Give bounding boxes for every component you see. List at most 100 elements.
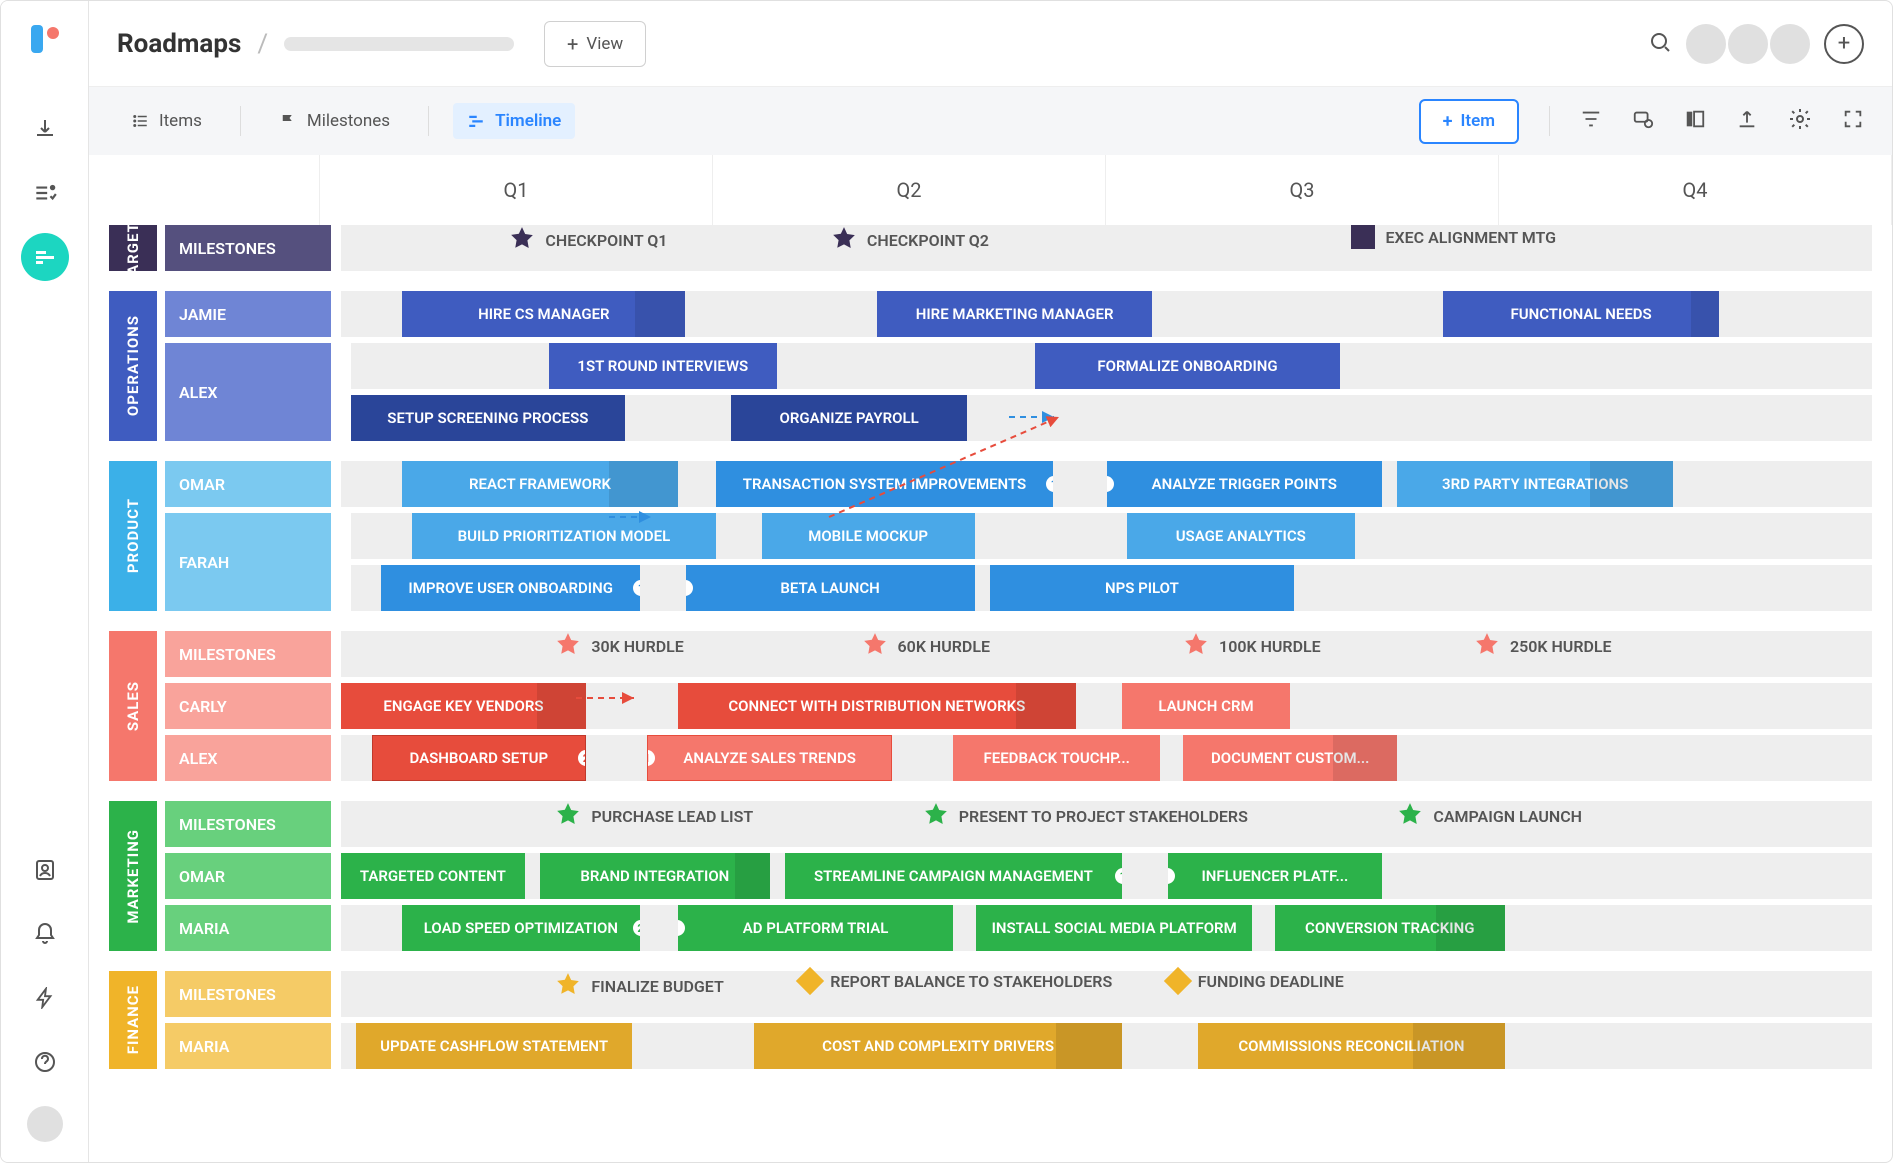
dependency-out-badge[interactable]: 1 bbox=[631, 578, 640, 598]
tab-items[interactable]: Items bbox=[117, 103, 216, 139]
timeline-bar[interactable]: TRANSACTION SYSTEM IMPROVEMENTS1 bbox=[716, 461, 1053, 507]
settings-icon[interactable] bbox=[1788, 107, 1812, 135]
app-logo[interactable] bbox=[27, 21, 63, 57]
timeline-bar[interactable]: FORMALIZE ONBOARDING bbox=[1035, 343, 1339, 389]
search-icon[interactable] bbox=[1648, 30, 1672, 58]
row-name[interactable]: MILESTONES bbox=[165, 225, 331, 271]
dependency-out-badge[interactable]: 2 bbox=[576, 748, 586, 768]
timeline-bar[interactable]: IMPROVE USER ONBOARDING1 bbox=[381, 565, 640, 611]
timeline-bar[interactable]: BRAND INTEGRATION bbox=[540, 853, 770, 899]
timeline-bar[interactable]: DASHBOARD SETUP2 bbox=[372, 735, 586, 781]
section-label[interactable]: TARGETS bbox=[109, 225, 157, 271]
row-name[interactable]: FARAH bbox=[165, 513, 331, 611]
dependency-out-badge[interactable]: 2 bbox=[631, 918, 640, 938]
row-name[interactable]: MILESTONES bbox=[165, 631, 331, 677]
add-item-button[interactable]: +Item bbox=[1419, 99, 1519, 144]
milestone[interactable]: FUNDING DEADLINE bbox=[1168, 971, 1344, 991]
milestone[interactable]: 30K HURDLE bbox=[555, 631, 684, 661]
timeline-bar[interactable]: DOCUMENT CUSTOM... bbox=[1183, 735, 1397, 781]
milestone[interactable]: 100K HURDLE bbox=[1183, 631, 1321, 661]
section-label[interactable]: MARKETING bbox=[109, 801, 157, 951]
milestone[interactable]: EXEC ALIGNMENT MTG bbox=[1351, 225, 1556, 249]
timeline-body[interactable]: Q1 Q2 Q3 Q4 TARGETS MILESTONES CHECKPOIN… bbox=[89, 155, 1892, 1162]
tab-timeline[interactable]: Timeline bbox=[453, 103, 575, 139]
section-label[interactable]: OPERATIONS bbox=[109, 291, 157, 441]
timeline-bar[interactable]: BUILD PRIORITIZATION MODEL bbox=[412, 513, 716, 559]
row-name[interactable]: ALEX bbox=[165, 343, 331, 441]
steps-icon[interactable] bbox=[21, 169, 69, 217]
row-name[interactable]: ALEX bbox=[165, 735, 331, 781]
dependency-in-badge[interactable]: 1 bbox=[1107, 474, 1116, 494]
timeline-bar[interactable]: UPDATE CASHFLOW STATEMENT bbox=[356, 1023, 632, 1069]
milestone[interactable]: 250K HURDLE bbox=[1474, 631, 1612, 661]
timeline-bar[interactable]: CONVERSION TRACKING bbox=[1275, 905, 1505, 951]
fullscreen-icon[interactable] bbox=[1842, 108, 1864, 134]
timeline-bar[interactable]: CONNECT WITH DISTRIBUTION NETWORKS bbox=[678, 683, 1076, 729]
row-name[interactable]: CARLY bbox=[165, 683, 331, 729]
layout-icon[interactable] bbox=[1684, 108, 1706, 134]
timeline-bar[interactable]: FUNCTIONAL NEEDS bbox=[1443, 291, 1719, 337]
row-name[interactable]: MILESTONES bbox=[165, 971, 331, 1017]
timeline-bar[interactable]: LOAD SPEED OPTIMIZATION2 bbox=[402, 905, 639, 951]
timeline-bar[interactable]: COMMISSIONS RECONCILIATION bbox=[1198, 1023, 1504, 1069]
dependency-in-badge[interactable]: 1 bbox=[1168, 866, 1177, 886]
export-icon[interactable] bbox=[1736, 108, 1758, 134]
add-collaborator-button[interactable]: + bbox=[1824, 24, 1864, 64]
timeline-bar[interactable]: REACT FRAMEWORK bbox=[402, 461, 678, 507]
timeline-bar[interactable]: HIRE CS MANAGER bbox=[402, 291, 685, 337]
milestone[interactable]: PURCHASE LEAD LIST bbox=[555, 801, 753, 831]
dependency-in-badge[interactable]: 1 bbox=[678, 918, 687, 938]
user-avatar[interactable] bbox=[27, 1106, 63, 1142]
timeline-bar[interactable]: INFLUENCER PLATF...1 bbox=[1168, 853, 1382, 899]
milestone[interactable]: PRESENT TO PROJECT STAKEHOLDERS bbox=[923, 801, 1248, 831]
timeline-bar[interactable]: USAGE ANALYTICS bbox=[1127, 513, 1355, 559]
collaborator-avatars[interactable] bbox=[1686, 24, 1810, 64]
row-name[interactable]: MARIA bbox=[165, 1023, 331, 1069]
dependency-in-badge[interactable]: 1 bbox=[647, 748, 657, 768]
row-name[interactable]: OMAR bbox=[165, 461, 331, 507]
tab-milestones[interactable]: Milestones bbox=[265, 103, 404, 139]
section-label[interactable]: FINANCE bbox=[109, 971, 157, 1069]
dependency-out-badge[interactable]: 1 bbox=[1044, 474, 1053, 494]
timeline-bar[interactable]: STREAMLINE CAMPAIGN MANAGEMENT1 bbox=[785, 853, 1122, 899]
contact-icon[interactable] bbox=[21, 846, 69, 894]
section-label[interactable]: SALES bbox=[109, 631, 157, 781]
row-name[interactable]: JAMIE bbox=[165, 291, 331, 337]
bell-icon[interactable] bbox=[21, 910, 69, 958]
timeline-bar[interactable]: NPS PILOT bbox=[990, 565, 1294, 611]
timeline-bar[interactable]: MOBILE MOCKUP bbox=[762, 513, 975, 559]
help-icon[interactable] bbox=[21, 1038, 69, 1086]
milestone[interactable]: CAMPAIGN LAUNCH bbox=[1397, 801, 1582, 831]
milestone[interactable]: CHECKPOINT Q2 bbox=[831, 225, 989, 255]
bolt-icon[interactable] bbox=[21, 974, 69, 1022]
timeline-bar[interactable]: FEEDBACK TOUCHP... bbox=[953, 735, 1160, 781]
timeline-bar[interactable]: HIRE MARKETING MANAGER bbox=[877, 291, 1153, 337]
timeline-bar[interactable]: 3RD PARTY INTEGRATIONS bbox=[1397, 461, 1673, 507]
timeline-bar[interactable]: LAUNCH CRM bbox=[1122, 683, 1290, 729]
row-name[interactable]: MILESTONES bbox=[165, 801, 331, 847]
download-icon[interactable] bbox=[21, 105, 69, 153]
milestone[interactable]: FINALIZE BUDGET bbox=[555, 971, 723, 1001]
view-button[interactable]: +View bbox=[544, 21, 646, 67]
timeline-bar[interactable]: TARGETED CONTENT bbox=[341, 853, 525, 899]
timeline-bar[interactable]: BETA LAUNCH1 bbox=[686, 565, 975, 611]
timeline-bar[interactable]: AD PLATFORM TRIAL1 bbox=[678, 905, 954, 951]
milestone[interactable]: 60K HURDLE bbox=[862, 631, 991, 661]
dependency-out-badge[interactable]: 1 bbox=[1113, 866, 1122, 886]
link-icon[interactable] bbox=[1632, 108, 1654, 134]
timeline-bar[interactable]: ANALYZE SALES TRENDS1 bbox=[647, 735, 892, 781]
timeline-bar[interactable]: INSTALL SOCIAL MEDIA PLATFORM bbox=[976, 905, 1252, 951]
row-name[interactable]: OMAR bbox=[165, 853, 331, 899]
filter-icon[interactable] bbox=[1580, 108, 1602, 134]
milestone[interactable]: CHECKPOINT Q1 bbox=[509, 225, 667, 255]
timeline-bar[interactable]: ORGANIZE PAYROLL bbox=[731, 395, 967, 441]
section-label[interactable]: PRODUCT bbox=[109, 461, 157, 611]
roadmap-icon[interactable] bbox=[21, 233, 69, 281]
timeline-bar[interactable]: ENGAGE KEY VENDORS bbox=[341, 683, 586, 729]
timeline-bar[interactable]: SETUP SCREENING PROCESS bbox=[351, 395, 625, 441]
timeline-bar[interactable]: 1ST ROUND INTERVIEWS bbox=[549, 343, 777, 389]
timeline-bar[interactable]: ANALYZE TRIGGER POINTS1 bbox=[1107, 461, 1383, 507]
row-name[interactable]: MARIA bbox=[165, 905, 331, 951]
dependency-in-badge[interactable]: 1 bbox=[686, 578, 695, 598]
timeline-bar[interactable]: COST AND COMPLEXITY DRIVERS bbox=[754, 1023, 1121, 1069]
